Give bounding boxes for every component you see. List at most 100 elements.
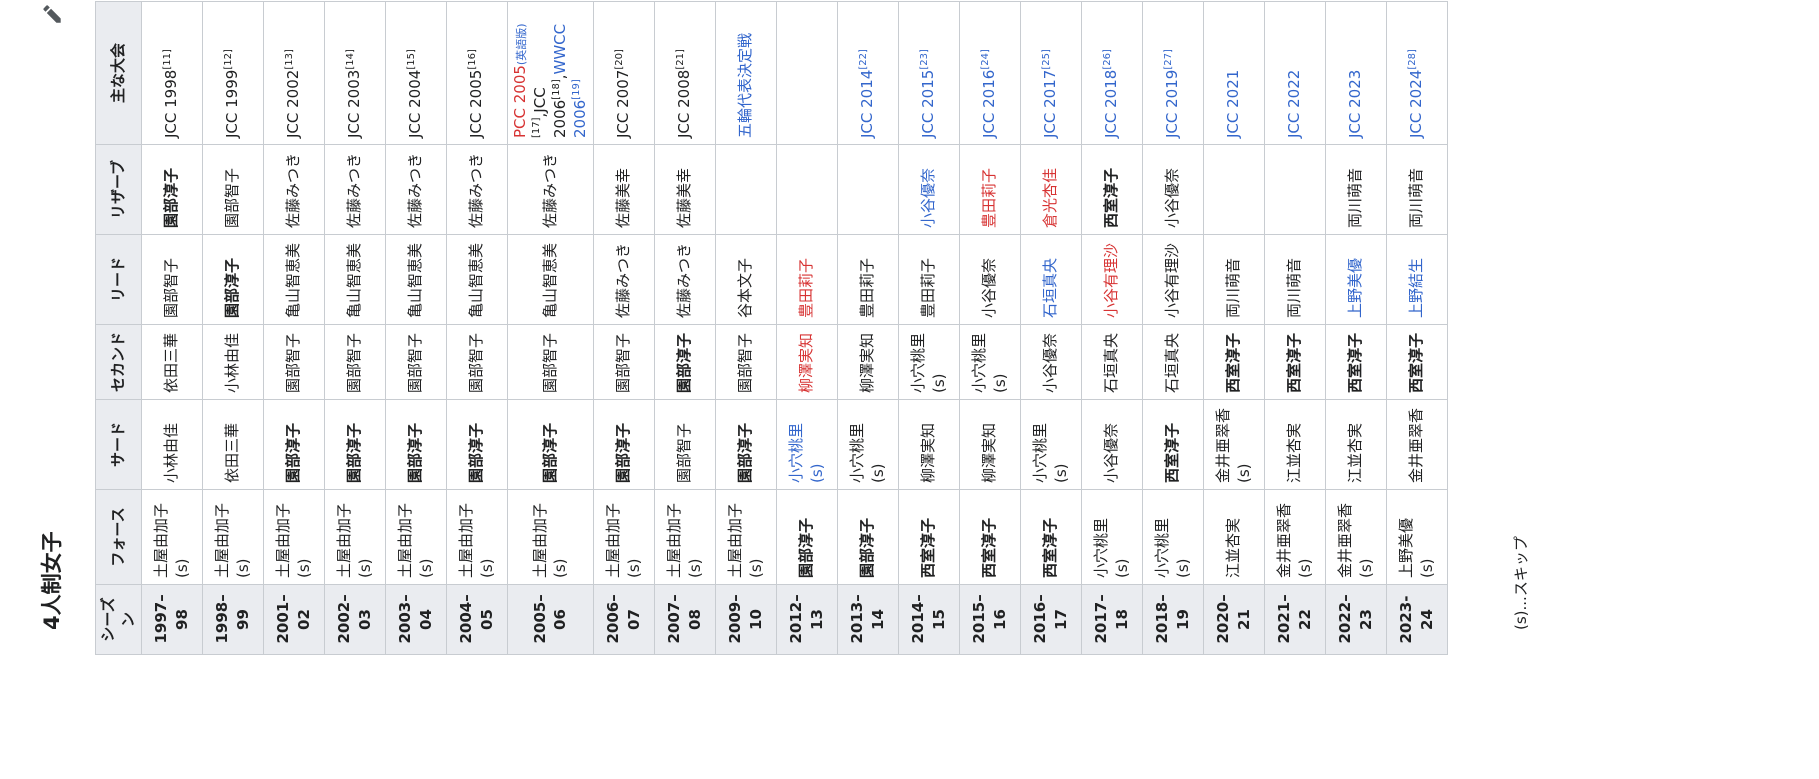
player-name: 土屋由加子 (s) [274, 502, 313, 578]
edit-icon[interactable] [40, 2, 63, 25]
event-name[interactable]: JCC 2015 [919, 69, 938, 138]
season-row: 2005–06 土屋由加子 (s) 園部淳子 園部智子 亀山智恵美 佐藤みつき PCC 20… [507, 1, 593, 655]
event-name[interactable]: JCC 2005 [467, 69, 486, 138]
player-name: 園部智子 [223, 167, 242, 228]
player-cell: 土屋由加子 (s) [715, 489, 776, 585]
player-name: 上野美優 [1346, 257, 1365, 318]
reference: [25] [1041, 49, 1053, 70]
player-cell: 園部淳子 [507, 399, 593, 490]
season-label: 2012–13 [787, 594, 826, 644]
player-name: 依田三華 [162, 332, 181, 393]
season-row: 2021–22 金井亜翠香 (s) 江並杏実 西室淳子 両川萌音 JCC 2022 [1264, 1, 1325, 655]
player-name: 亀山智恵美 [540, 242, 559, 318]
player-cell: 佐藤みつき [507, 144, 593, 235]
column-header: フォース [95, 489, 141, 585]
player-cell: 亀山智恵美 [324, 234, 385, 325]
event-name[interactable]: JCC 2019 [1163, 69, 1182, 138]
event-name[interactable]: 五輪代表決定戦 [736, 32, 755, 138]
event-name[interactable]: JCC 2024 [1407, 69, 1426, 138]
season-cell: 2001–02 [263, 584, 324, 655]
player-cell: 園部淳子 [776, 489, 837, 585]
event-name[interactable]: JCC 2022 [1285, 69, 1304, 138]
event-cell: JCC 2022 [1264, 1, 1325, 145]
reference: [13] [284, 49, 296, 70]
player-cell: 園部淳子 [202, 234, 263, 325]
season-row: 2002–03 土屋由加子 (s) 園部淳子 園部智子 亀山智恵美 佐藤みつき JCC 20… [324, 1, 385, 655]
player-cell: 園部淳子 [715, 399, 776, 490]
event-name[interactable]: JCC 2002 [284, 69, 303, 138]
event-cell: PCC 2005(英語版)[17],JCC 2006[18],WWCC 2006… [507, 1, 593, 145]
season-row: 2009–10 土屋由加子 (s) 園部淳子 園部智子 谷本文子 五輪代表決定戦 [715, 1, 776, 655]
event-cell: JCC 2024[28] [1386, 1, 1447, 145]
event-name[interactable]: JCC 2016 [980, 69, 999, 138]
player-name: 小穴桃里 (s) [787, 422, 826, 483]
season-row: 2018–19 小穴桃里 (s) 西室淳子 石垣真央 小谷有理沙 小谷優奈 JCC 2019… [1142, 1, 1203, 655]
player-cell: 佐藤美幸 [593, 144, 654, 235]
column-header: リザーブ [95, 144, 141, 235]
player-name: 豊田莉子 [980, 167, 999, 228]
player-cell: 金井亜翠香 (s) [1203, 399, 1264, 490]
event-name[interactable]: (英語版) [514, 23, 528, 66]
event-cell: JCC 2002[13] [263, 1, 324, 145]
event-cell: JCC 2007[20] [593, 1, 654, 145]
player-cell: 亀山智恵美 [507, 234, 593, 325]
player-name: 園部智子 [467, 332, 486, 393]
player-name: 小穴桃里 (s) [970, 332, 1009, 393]
player-cell: 園部淳子 [324, 399, 385, 490]
player-name: 両川萌音 [1224, 257, 1243, 318]
player-name: 金井亜翠香 [1407, 407, 1426, 483]
event-name[interactable]: JCC 1998 [162, 69, 181, 138]
player-cell: 佐藤みつき [263, 144, 324, 235]
event-name[interactable]: JCC 2021 [1224, 69, 1243, 138]
event-name[interactable]: JCC 2003 [345, 69, 364, 138]
event-cell: JCC 2018[26] [1081, 1, 1142, 145]
season-row: 2003–04 土屋由加子 (s) 園部淳子 園部智子 亀山智恵美 佐藤みつき JCC 20… [385, 1, 446, 655]
player-cell: 倉光杏佳 [1020, 144, 1081, 235]
season-cell: 1997–98 [141, 584, 202, 655]
player-name: 園部淳子 [467, 422, 486, 483]
event-name[interactable]: JCC 2004 [406, 69, 425, 138]
event-name[interactable]: PCC 2005 [510, 65, 529, 138]
player-name: 豊田莉子 [919, 257, 938, 318]
event-name[interactable]: JCC 2017 [1041, 69, 1060, 138]
player-name: 小穴桃里 (s) [848, 422, 887, 483]
player-cell: 園部智子 [715, 324, 776, 400]
player-name: 両川萌音 [1285, 257, 1304, 318]
player-cell: 佐藤みつき [385, 144, 446, 235]
player-cell: 西室淳子 [1081, 144, 1142, 235]
player-name: 西室淳子 [1163, 422, 1182, 483]
season-row: 2006–07 土屋由加子 (s) 園部淳子 園部智子 佐藤みつき 佐藤美幸 JCC 200… [593, 1, 654, 655]
event-name[interactable]: JCC 1999 [223, 69, 242, 138]
season-label: 2006–07 [604, 594, 643, 644]
player-cell: 園部淳子 [263, 399, 324, 490]
event-name[interactable]: JCC 2007 [614, 69, 633, 138]
player-name: 豊田莉子 [858, 257, 877, 318]
player-name: 江並杏実 [1224, 517, 1243, 578]
player-cell: 小谷優奈 [898, 144, 959, 235]
event-name[interactable]: , [551, 74, 569, 80]
season-row: 2022–23 金井亜翠香 (s) 江並杏実 西室淳子 上野美優 両川萌音 JCC 2023 [1325, 1, 1386, 655]
season-cell: 2021–22 [1264, 584, 1325, 655]
event-name[interactable]: JCC 2014 [858, 69, 877, 138]
player-cell: 亀山智恵美 [385, 234, 446, 325]
player-cell: 土屋由加子 (s) [263, 489, 324, 585]
player-name: 金井亜翠香 (s) [1275, 502, 1314, 578]
event-cell: 五輪代表決定戦 [715, 1, 776, 145]
player-cell: 両川萌音 [1386, 144, 1447, 235]
player-name: 小谷優奈 [919, 167, 938, 228]
player-name: 小谷優奈 [1163, 167, 1182, 228]
season-row: 2014–15 西室淳子 柳澤実知 小穴桃里 (s) 豊田莉子 小谷優奈 JCC 2015[… [898, 1, 959, 655]
season-label: 2022–23 [1336, 594, 1375, 644]
season-cell: 1998–99 [202, 584, 263, 655]
reference: [26] [1102, 49, 1114, 70]
reference: [11] [162, 49, 174, 70]
season-label: 2021–22 [1275, 594, 1314, 644]
event-name[interactable]: JCC 2018 [1102, 69, 1121, 138]
event-name[interactable]: JCC 2008 [675, 69, 694, 138]
player-cell: 土屋由加子 (s) [385, 489, 446, 585]
player-name: 西室淳子 [1407, 332, 1426, 393]
player-name: 西室淳子 [1224, 332, 1243, 393]
player-cell: 園部智子 [446, 324, 507, 400]
event-name[interactable]: JCC 2023 [1346, 69, 1365, 138]
